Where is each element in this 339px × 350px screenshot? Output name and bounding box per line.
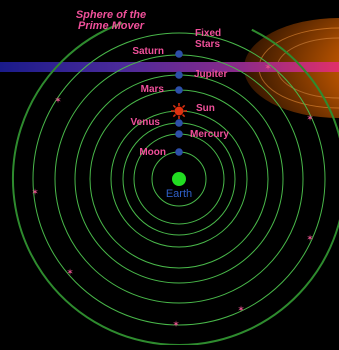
orbit-ring [32,32,326,326]
star-marker-icon: ✶ [54,95,62,105]
ecliptic-band [0,62,339,72]
star-marker-icon: ✶ [264,62,272,72]
fixed-star-markers: ✶ ✶ ✶ ✶ ✶ ✶ ✶ ✶ [31,62,314,329]
star-marker-icon: ✶ [66,267,74,277]
prime-mover-label-line2: Prime Mover [78,20,145,32]
venus-icon [175,119,183,127]
prime-mover-label-line1: Sphere of the [76,9,146,21]
moon-icon [175,148,183,156]
venus-label: Venus [131,117,161,128]
mercury-label: Mercury [190,129,229,140]
saturn-label: Saturn [132,46,164,57]
sun-label: Sun [196,103,215,114]
star-marker-icon: ✶ [306,113,314,123]
celestial-bodies: Moon Mercury Venus Sun Mars Jupiter Saturn [131,46,230,158]
star-marker-icon: ✶ [31,187,39,197]
star-marker-icon: ✶ [237,304,245,314]
star-marker-icon: ✶ [306,233,314,243]
mars-label: Mars [141,84,165,95]
mercury-icon [175,130,183,138]
jupiter-icon [175,71,183,79]
mars-icon [175,86,183,94]
jupiter-label: Jupiter [194,69,227,80]
saturn-icon [175,50,183,58]
fixed-stars-label-line2: Stars [195,39,220,50]
moon-label: Moon [139,147,166,158]
earth-icon [172,172,186,186]
earth-label: Earth [166,188,192,200]
fixed-stars-label-line1: Fixed [195,28,221,39]
star-marker-icon: ✶ [172,319,180,329]
sun-icon [171,103,187,119]
